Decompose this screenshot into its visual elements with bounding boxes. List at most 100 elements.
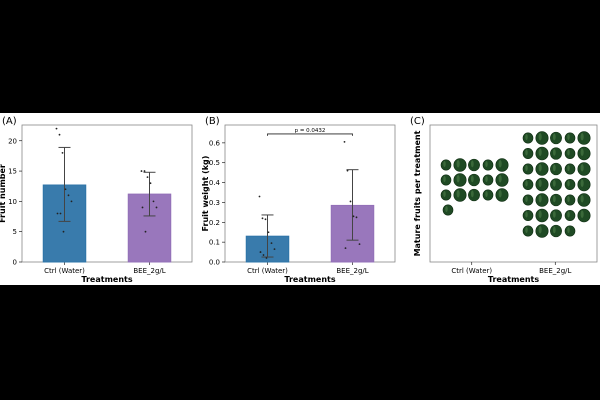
figure-svg: (A) Ctrl (Water) BEE_2g/L Treatments Fruit n… [0, 116, 598, 284]
data-point [141, 206, 144, 209]
y-axis-label: Mature fruits per treatment [413, 130, 422, 256]
pepper-fruit [440, 159, 452, 171]
y-tick-label: 0 [13, 259, 17, 267]
data-point [61, 151, 64, 154]
pepper-highlight [538, 226, 542, 234]
data-point [265, 257, 268, 259]
pepper-fruit [550, 131, 562, 145]
pepper-highlight [456, 175, 460, 183]
plot-frame [224, 124, 396, 263]
data-point [64, 188, 67, 191]
pepper-fruit [564, 194, 576, 206]
pepper-highlight [580, 133, 584, 141]
pepper-highlight [470, 175, 474, 183]
pepper-highlight [580, 164, 584, 172]
pepper-fruit [453, 173, 467, 187]
pepper-highlight [445, 206, 448, 212]
x-axis-label: Treatments [81, 275, 132, 284]
pepper-highlight [525, 211, 528, 218]
data-point [264, 218, 267, 221]
significance-bracket [267, 133, 353, 136]
data-point [144, 230, 147, 233]
pepper-highlight [567, 149, 570, 156]
pepper-highlight [538, 210, 542, 218]
data-point [70, 200, 73, 203]
pepper-highlight [567, 227, 570, 233]
data-point [273, 248, 276, 250]
pepper-highlight [525, 180, 528, 187]
data-point [152, 200, 155, 203]
x-axis-label: Treatments [488, 275, 539, 284]
y-tick-label: 10 [8, 198, 17, 206]
pepper-fruit [522, 194, 534, 206]
data-point [343, 140, 346, 143]
pepper-highlight [552, 211, 556, 218]
data-point [59, 212, 62, 215]
pepper-fruit [468, 188, 480, 202]
y-tick-label: 0.6 [209, 139, 221, 147]
pepper-fruit [468, 158, 480, 172]
pepper-fruit [440, 189, 452, 201]
figure-panel-area: (A) Ctrl (Water) BEE_2g/L Treatments Fruit n… [0, 113, 600, 285]
data-point [259, 251, 262, 253]
y-tick-label: 0.5 [209, 159, 220, 167]
x-tick-label: Ctrl (Water) [44, 267, 85, 275]
pepper-fruit [550, 147, 562, 160]
pepper-fruit [577, 131, 591, 145]
pepper-highlight [525, 227, 528, 233]
y-tick-label: 0.0 [209, 259, 220, 267]
pepper-fruit [535, 208, 549, 223]
pepper-highlight [567, 180, 570, 187]
data-point [55, 127, 58, 130]
pepper-fruit [577, 162, 591, 176]
pepper-fruit [522, 132, 534, 144]
pepper-highlight [443, 191, 446, 197]
pepper-highlight [485, 191, 488, 197]
data-point [62, 230, 65, 233]
y-tick-label: 0.2 [209, 219, 220, 227]
y-axis-label: Fruit number [0, 164, 7, 223]
pepper-highlight [552, 195, 556, 203]
pepper-highlight [538, 195, 542, 203]
x-tick-label: Ctrl (Water) [247, 267, 288, 275]
pepper-highlight [456, 160, 460, 168]
plot-frame [21, 124, 193, 263]
pepper-highlight [538, 148, 542, 156]
data-point [261, 217, 264, 220]
pepper-fruit [495, 158, 509, 172]
pepper-highlight [567, 134, 570, 140]
data-point [58, 133, 61, 136]
pepper-highlight [538, 164, 542, 172]
y-tick-label: 0.3 [209, 199, 220, 207]
x-tick-label: BEE_2g/L [336, 267, 368, 275]
pepper-highlight [498, 160, 502, 168]
pepper-fruit [482, 189, 494, 201]
pepper-highlight [580, 210, 584, 218]
pepper-highlight [538, 179, 542, 187]
pepper-highlight [567, 196, 570, 202]
data-point [346, 169, 349, 172]
pepper-fruit [535, 177, 549, 192]
pepper-fruit [564, 163, 576, 175]
data-point [56, 212, 59, 215]
data-point [270, 242, 273, 245]
y-tick-label: 0.4 [209, 179, 221, 187]
panel-label: (C) [410, 116, 425, 127]
pepper-highlight [456, 190, 460, 198]
pepper-fruit [564, 225, 576, 237]
pepper-highlight [580, 195, 584, 203]
pepper-fruit [440, 174, 452, 186]
pepper-highlight [470, 190, 474, 198]
pepper-fruit [442, 204, 454, 216]
data-point [344, 247, 347, 250]
p-value-label: p = 0.0432 [295, 128, 326, 134]
pepper-fruit [468, 173, 480, 187]
data-point [349, 200, 352, 203]
data-point [355, 216, 358, 219]
pepper-fruit [522, 147, 534, 160]
pepper-fruit [564, 209, 576, 222]
data-point [262, 254, 265, 256]
panel-label: (A) [2, 116, 17, 127]
y-tick-label: 20 [8, 137, 17, 145]
